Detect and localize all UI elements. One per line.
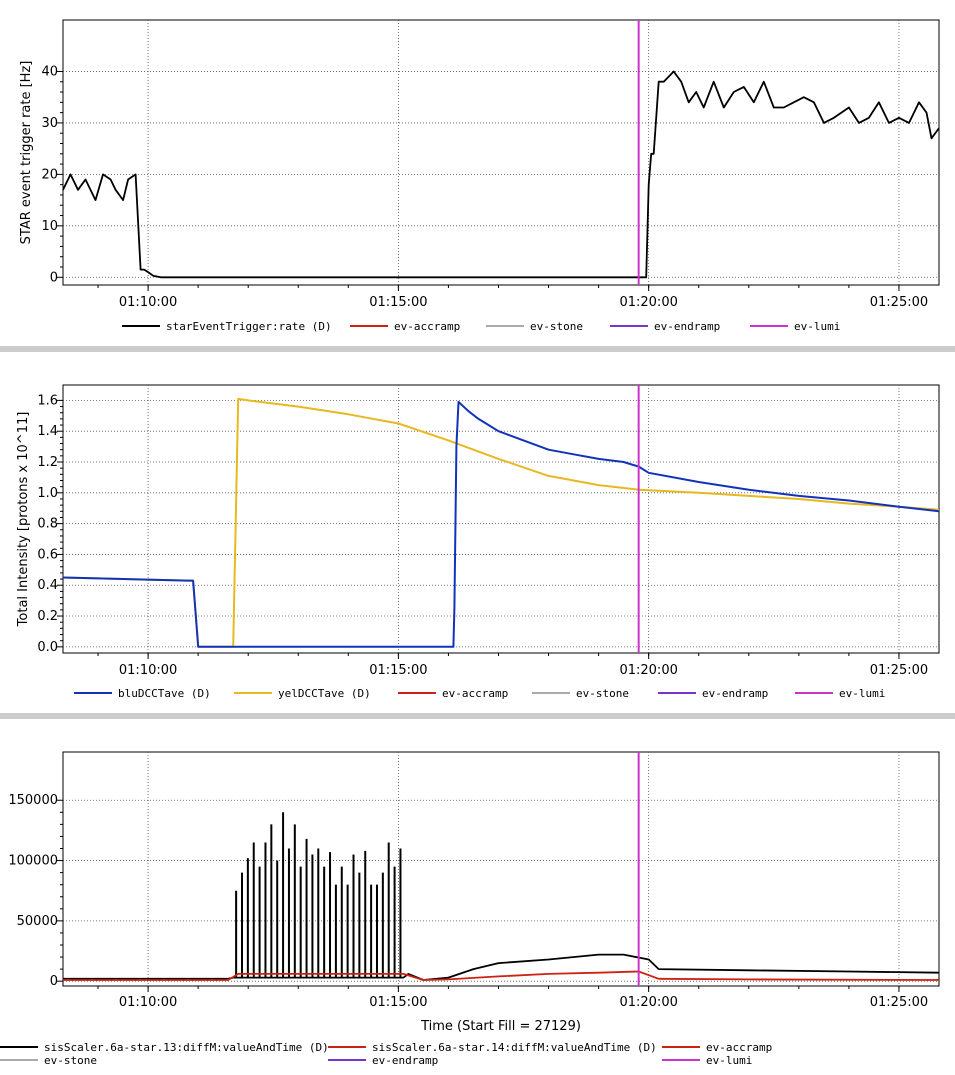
plot-frame [62,751,940,987]
legend-label: ev-accramp [442,687,508,700]
x-tick-label: 01:20:00 [619,295,677,310]
intensity-panel: 0.0 0.2 0.4 0.6 0.8 1.0 1.2 1.4 1.6 01:10:00 01:15… [16,384,940,700]
x-tick-label: 01:10:00 [119,995,177,1010]
plot-frame [62,19,940,286]
y-axis-title: Total Intensity [protons x 10^11] [16,412,31,628]
y-tick-label: 0 [50,270,58,285]
legend-label: ev-lumi [839,687,885,700]
y-axis-title: STAR event trigger rate [Hz] [19,61,34,245]
x-tick-label: 01:20:00 [619,995,677,1010]
y-tick-label: 150000 [8,793,58,808]
legend-label: bluDCCTave (D) [118,687,211,700]
legend-label: ev-endramp [702,687,768,700]
y-tick-label: 20 [41,167,58,182]
panel-separator [0,346,955,352]
y-tick-label: 1.0 [37,486,58,501]
x-tick-label: 01:25:00 [870,995,928,1010]
y-tick-label: 0.0 [37,640,58,655]
legend-label: ev-accramp [394,320,460,333]
x-axis-title: Time (Start Fill = 27129) [420,1019,581,1034]
legend-label: ev-stone [44,1054,97,1067]
y-tick-label: 0 [50,974,58,989]
legend-label: ev-endramp [654,320,720,333]
y-tick-label: 1.2 [37,455,58,470]
series-line-1 [63,970,940,981]
x-tick-label: 01:10:00 [119,295,177,310]
panel-separator [0,713,955,719]
legend-label: ev-lumi [794,320,840,333]
y-tick-label: 1.4 [37,424,58,439]
y-tick-label: 1.6 [37,393,58,408]
y-tick-label: 0.4 [37,578,58,593]
legend-label: ev-endramp [372,1054,438,1067]
series-line-0 [62,70,940,279]
y-tick-label: 0.6 [37,547,58,562]
legend-label: sisScaler.6a-star.13:diffM:valueAndTime … [44,1041,329,1054]
legend-label: ev-stone [576,687,629,700]
y-tick-label: 0.2 [37,609,58,624]
y-tick-label: 30 [41,116,58,131]
scaler-panel: 0 50000 100000 150000 01:10:00 01:15:00 01:20:… [0,751,940,1067]
legend-label: ev-lumi [706,1054,752,1067]
legend-label: starEventTrigger:rate (D) [166,320,332,333]
legend-label: ev-accramp [706,1041,772,1054]
plot-frame [62,384,940,654]
trigger-rate-panel: 0 10 20 30 40 01:10:00 01:15:00 01:20:00 01:25:0… [19,19,940,333]
series-line-0 [63,953,940,981]
x-tick-label: 01:15:00 [369,663,427,678]
y-tick-label: 50000 [17,914,58,929]
y-tick-label: 10 [41,219,58,234]
x-tick-label: 01:15:00 [369,295,427,310]
y-tick-label: 100000 [8,854,58,869]
legend-label: yelDCCTave (D) [278,687,371,700]
legend-label: ev-stone [530,320,583,333]
x-tick-label: 01:15:00 [369,995,427,1010]
x-tick-label: 01:10:00 [119,663,177,678]
legend-label: sisScaler.6a-star.14:diffM:valueAndTime … [372,1041,657,1054]
y-tick-label: 0.8 [37,517,58,532]
series-line-1 [62,400,940,648]
x-tick-label: 01:25:00 [870,295,928,310]
x-tick-label: 01:25:00 [870,663,928,678]
y-tick-label: 40 [41,64,58,79]
x-tick-label: 01:20:00 [619,663,677,678]
